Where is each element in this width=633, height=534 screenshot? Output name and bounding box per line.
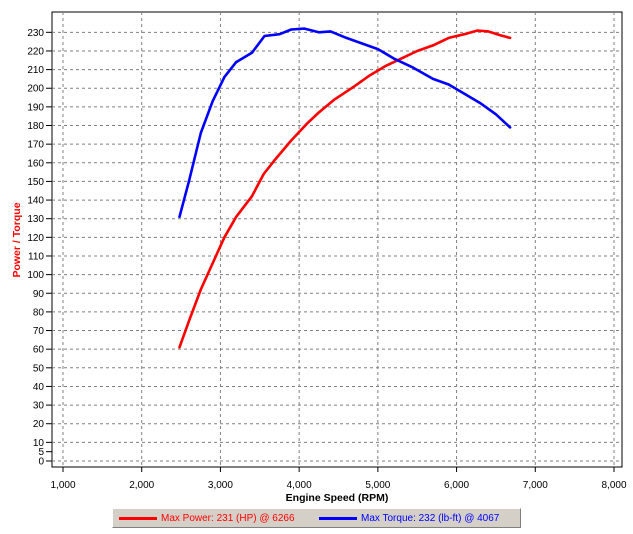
legend-swatch-power — [119, 516, 157, 520]
x-tick-label: 4,000 — [287, 480, 312, 491]
y-tick-label: 140 — [27, 196, 44, 207]
y-tick-label: 90 — [33, 289, 45, 300]
y-tick-label: 150 — [27, 177, 44, 188]
y-tick-label: 120 — [27, 233, 44, 244]
legend-entry-power: Max Power: 231 (HP) @ 6266 — [119, 511, 295, 525]
power-series-line — [178, 29, 512, 349]
y-tick-label: 30 — [33, 401, 45, 412]
x-tick-label: 8,000 — [601, 480, 626, 491]
x-tick-label: 2,000 — [129, 480, 154, 491]
y-tick-label: 60 — [33, 345, 45, 356]
y-tick-label: 110 — [28, 251, 44, 262]
legend-label-torque: Max Torque: 232 (lb-ft) @ 4067 — [361, 512, 500, 524]
y-tick-label: 200 — [27, 84, 44, 95]
y-tick-label: 50 — [33, 363, 45, 374]
x-tick-label: 6,000 — [444, 480, 469, 491]
y-tick-label: 190 — [27, 102, 44, 113]
y-tick-label: 230 — [27, 28, 44, 39]
y-tick-label: 5 — [38, 447, 44, 458]
y-tick-label: 40 — [33, 382, 45, 393]
y-tick-label: 20 — [33, 419, 45, 430]
legend-entry-torque: Max Torque: 232 (lb-ft) @ 4067 — [319, 511, 499, 525]
axes: 1,000 2,000 3,000 4,000 5,000 6,000 7,000 8,000… — [27, 28, 627, 491]
x-tick-label: 5,000 — [365, 480, 390, 491]
x-tick-label: 7,000 — [523, 480, 548, 491]
plot-area — [51, 11, 623, 468]
y-tick-label: 160 — [27, 158, 44, 169]
y-tick-label: 70 — [33, 326, 45, 337]
y-tick-label: 10 — [33, 438, 45, 449]
x-axis-label: Engine Speed (RPM) — [286, 492, 389, 504]
y-tick-label: 0 — [38, 457, 44, 468]
y-tick-label: 100 — [27, 270, 44, 281]
y-tick-label: 170 — [27, 140, 44, 151]
series-lines — [178, 27, 512, 349]
y-tick-label: 210 — [27, 65, 44, 76]
legend: Max Power: 231 (HP) @ 6266 Max Torque: 2… — [112, 508, 521, 528]
y-axis-label: Power / Torque — [11, 202, 23, 277]
y-tick-label: 180 — [27, 121, 44, 132]
x-tick-label: 3,000 — [208, 480, 233, 491]
x-tick-label: 1,000 — [50, 480, 75, 491]
y-tick-label: 220 — [27, 46, 44, 57]
y-tick-label: 130 — [27, 214, 44, 225]
legend-label-power: Max Power: 231 (HP) @ 6266 — [161, 512, 295, 524]
grid — [52, 12, 622, 467]
legend-swatch-torque — [319, 516, 357, 520]
torque-series-line — [178, 27, 512, 219]
y-tick-label: 80 — [33, 307, 45, 318]
